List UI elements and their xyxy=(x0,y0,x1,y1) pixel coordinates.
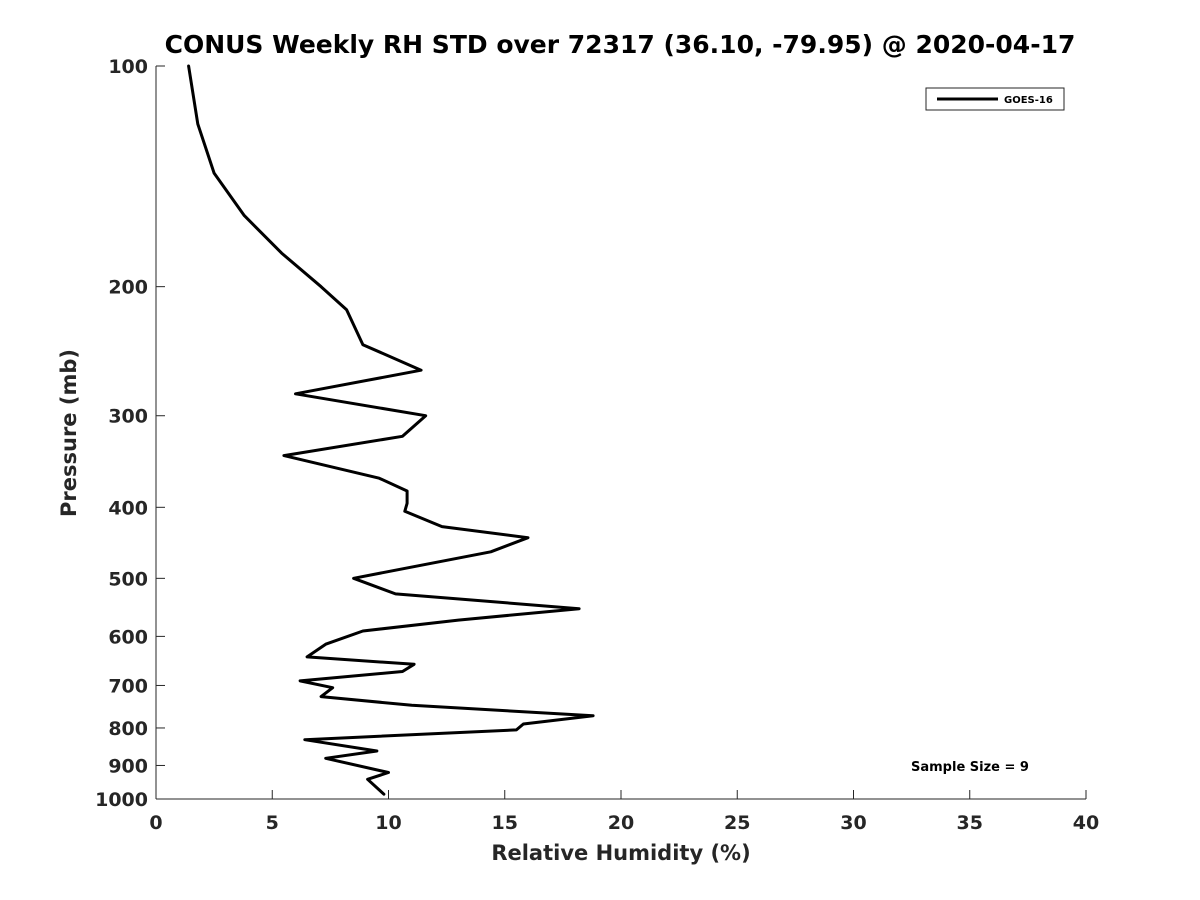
x-tick-label: 10 xyxy=(375,812,401,834)
y-tick-label: 1000 xyxy=(95,789,148,811)
y-tick-label: 200 xyxy=(108,277,148,299)
x-tick-label: 35 xyxy=(957,812,983,834)
x-axis-label: Relative Humidity (%) xyxy=(491,841,750,865)
legend-label-goes-16: GOES-16 xyxy=(1004,95,1053,106)
y-tick-label: 700 xyxy=(108,675,148,697)
y-tick-label: 800 xyxy=(108,718,148,740)
series-line-goes-16 xyxy=(187,64,595,796)
y-tick-label: 600 xyxy=(108,626,148,648)
x-tick-label: 25 xyxy=(724,812,750,834)
x-tick-label: 5 xyxy=(266,812,279,834)
y-axis-ticks: 100 200 300 400 500 600 700 800 900 1000 xyxy=(95,56,165,811)
x-tick-label: 40 xyxy=(1073,812,1099,834)
y-tick-label: 100 xyxy=(108,56,148,78)
x-tick-label: 30 xyxy=(840,812,866,834)
sample-size-annotation: Sample Size = 9 xyxy=(911,760,1029,775)
y-tick-label: 500 xyxy=(108,568,148,590)
y-tick-label: 900 xyxy=(108,755,148,777)
y-axis-label: Pressure (mb) xyxy=(57,349,81,517)
x-axis-ticks: 0 5 10 15 20 25 30 35 40 xyxy=(149,790,1099,834)
series-layer xyxy=(187,64,595,796)
y-tick-label: 400 xyxy=(108,497,148,519)
legend: GOES-16 xyxy=(925,87,1065,111)
chart-title: CONUS Weekly RH STD over 72317 (36.10, -… xyxy=(165,30,1076,59)
x-tick-label: 15 xyxy=(492,812,518,834)
x-tick-label: 20 xyxy=(608,812,634,834)
x-tick-label: 0 xyxy=(149,812,162,834)
y-tick-label: 300 xyxy=(108,406,148,428)
